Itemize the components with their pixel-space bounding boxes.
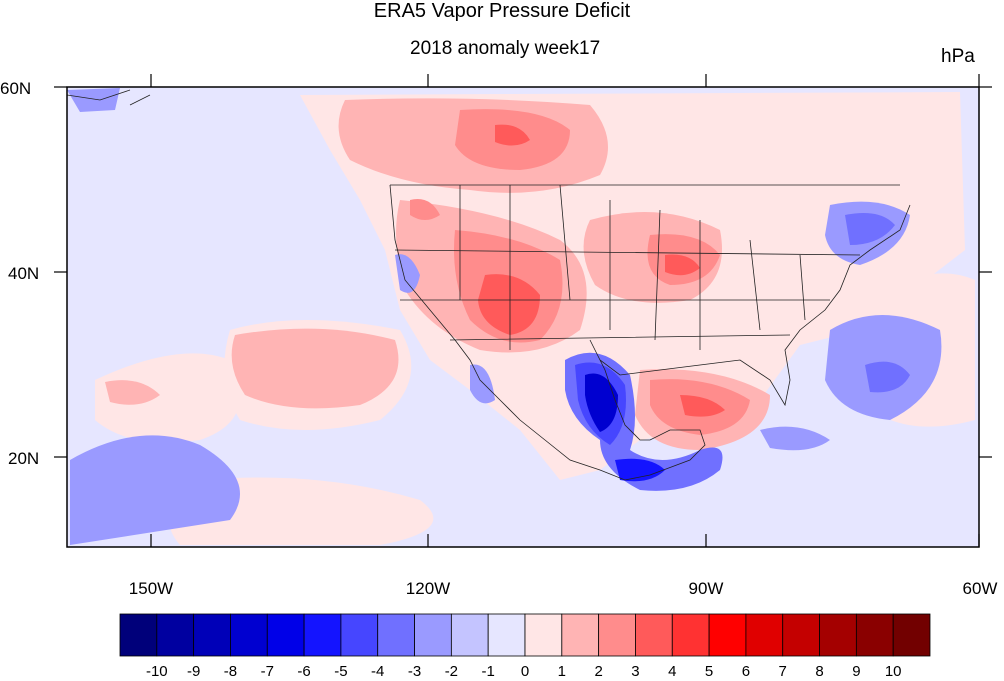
lat-label-20n: 20N bbox=[8, 449, 39, 468]
lon-label-60w: 60W bbox=[963, 579, 998, 598]
colorbar-label: 7 bbox=[779, 663, 787, 680]
colorbar-swatch bbox=[855, 613, 894, 657]
plot-border bbox=[66, 86, 980, 548]
colorbar-swatch bbox=[340, 613, 379, 657]
coastlines bbox=[67, 89, 911, 481]
colorbar-label: 0 bbox=[521, 663, 529, 680]
colorbar-label: 10 bbox=[885, 663, 902, 680]
colorbar-swatch bbox=[635, 613, 673, 657]
colorbar-swatch bbox=[303, 613, 342, 657]
colorbar-label: -8 bbox=[224, 663, 237, 680]
colorbar-label: 5 bbox=[705, 663, 713, 680]
axis-ticks bbox=[54, 74, 992, 547]
colorbar-swatch bbox=[487, 613, 526, 657]
colorbar-label: -2 bbox=[445, 663, 458, 680]
anomaly-field bbox=[67, 87, 979, 547]
colorbar-swatch bbox=[892, 613, 931, 657]
colorbar-label: -3 bbox=[408, 663, 421, 680]
colorbar-swatch bbox=[230, 613, 268, 657]
colorbar-label: 1 bbox=[558, 663, 566, 680]
colorbar-label: 2 bbox=[594, 663, 602, 680]
colorbar-label: -7 bbox=[261, 663, 274, 680]
lon-label-120w: 120W bbox=[406, 579, 450, 598]
colorbar-label: -4 bbox=[371, 663, 384, 680]
colorbar-label: -5 bbox=[334, 663, 347, 680]
colorbar-swatch bbox=[156, 613, 195, 657]
colorbar-swatch bbox=[266, 613, 305, 657]
lon-label-90w: 90W bbox=[689, 579, 724, 598]
colorbar-swatch bbox=[377, 613, 415, 657]
colorbar-label: 9 bbox=[852, 663, 860, 680]
colorbar-swatch bbox=[119, 613, 158, 657]
colorbar-swatch bbox=[524, 613, 563, 657]
colorbar-label: -10 bbox=[146, 663, 168, 680]
colorbar-swatch bbox=[819, 613, 857, 657]
colorbar-swatch bbox=[708, 613, 747, 657]
colorbar-swatch bbox=[193, 613, 231, 657]
colorbar-swatch bbox=[671, 613, 710, 657]
colorbar: -10 -9 -8 -7 -6 -5 -4 -3 -2 -1 0 1 2 3 4 5 6 7 8 9 10 bbox=[119, 613, 931, 680]
units-label: hPa bbox=[941, 46, 975, 67]
lon-label-150w: 150W bbox=[129, 579, 173, 598]
map-title: ERA5 Vapor Pressure Deficit bbox=[373, 0, 631, 22]
colorbar-label: -9 bbox=[187, 663, 200, 680]
colorbar-label: 3 bbox=[631, 663, 639, 680]
colorbar-label: 8 bbox=[815, 663, 823, 680]
colorbar-label: -1 bbox=[482, 663, 495, 680]
map-subtitle: 2018 anomaly week17 bbox=[410, 38, 601, 59]
colorbar-swatch bbox=[782, 613, 820, 657]
colorbar-label: 4 bbox=[668, 663, 676, 680]
colorbar-swatch bbox=[598, 613, 636, 657]
colorbar-label: 6 bbox=[742, 663, 750, 680]
colorbar-swatch bbox=[414, 613, 452, 657]
colorbar-label: -6 bbox=[297, 663, 310, 680]
lat-label-60n: 60N bbox=[0, 79, 31, 98]
colorbar-swatch bbox=[450, 613, 489, 657]
colorbar-swatch bbox=[561, 613, 600, 657]
colorbar-swatch bbox=[745, 613, 784, 657]
lat-label-40n: 40N bbox=[8, 264, 39, 283]
